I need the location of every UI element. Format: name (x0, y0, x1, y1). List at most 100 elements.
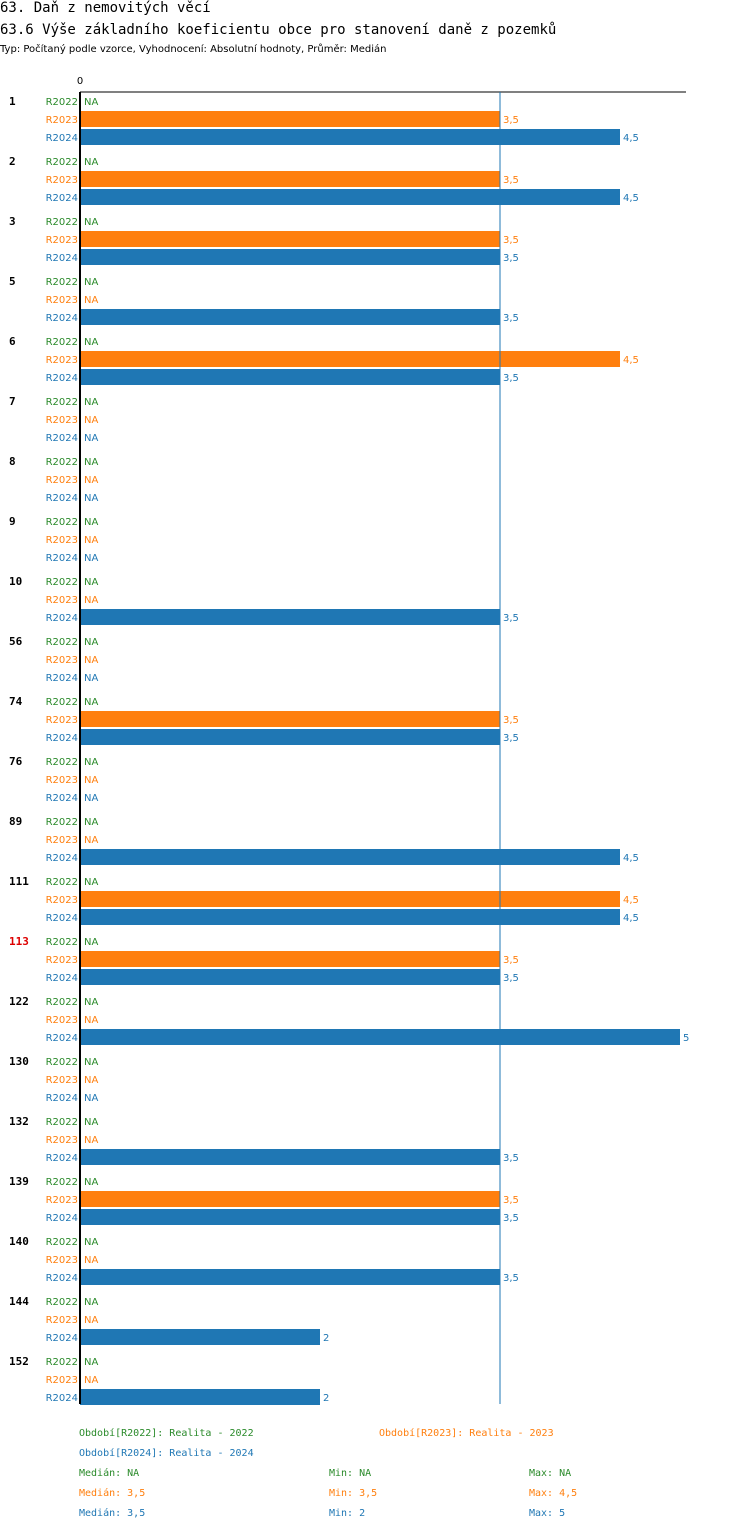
legend-r2024: Období[R2024]: Realita - 2024 (79, 1448, 254, 1459)
series-label: R2024 (46, 373, 78, 384)
series-label: R2023 (46, 1375, 78, 1386)
bar (80, 129, 620, 145)
group-label: 113 (9, 935, 29, 948)
series-label: R2023 (46, 535, 78, 546)
bar (80, 351, 620, 367)
bar (80, 849, 620, 865)
value-label: 3,5 (503, 235, 519, 246)
na-label: NA (84, 793, 98, 804)
na-label: NA (84, 937, 98, 948)
series-label: R2023 (46, 595, 78, 606)
series-label: R2024 (46, 613, 78, 624)
na-label: NA (84, 277, 98, 288)
page-title: 63. Daň z nemovitých věcí (0, 0, 211, 16)
series-label: R2024 (46, 553, 78, 564)
na-label: NA (84, 775, 98, 786)
bar (80, 1191, 500, 1207)
value-label: 3,5 (503, 1273, 519, 1284)
na-label: NA (84, 217, 98, 228)
series-label: R2022 (46, 697, 78, 708)
value-label: 3,5 (503, 253, 519, 264)
bar (80, 969, 500, 985)
na-label: NA (84, 433, 98, 444)
axis-zero-label: 0 (77, 76, 83, 87)
series-label: R2022 (46, 517, 78, 528)
bar (80, 609, 500, 625)
bar (80, 1029, 680, 1045)
series-label: R2023 (46, 235, 78, 246)
series-label: R2023 (46, 475, 78, 486)
group-label: 130 (9, 1055, 29, 1068)
na-label: NA (84, 1237, 98, 1248)
series-label: R2023 (46, 295, 78, 306)
bar (80, 369, 500, 385)
bar (80, 309, 500, 325)
series-label: R2022 (46, 1297, 78, 1308)
bar (80, 231, 500, 247)
na-label: NA (84, 535, 98, 546)
na-label: NA (84, 1075, 98, 1086)
na-label: NA (84, 697, 98, 708)
group-label: 10 (9, 575, 22, 588)
value-label: 3,5 (503, 733, 519, 744)
series-label: R2024 (46, 1333, 78, 1344)
na-label: NA (84, 577, 98, 588)
chart-title: 63.6 Výše základního koeficientu obce pr… (0, 22, 557, 38)
series-label: R2024 (46, 253, 78, 264)
na-label: NA (84, 337, 98, 348)
series-label: R2023 (46, 955, 78, 966)
series-label: R2022 (46, 637, 78, 648)
na-label: NA (84, 1177, 98, 1188)
series-label: R2022 (46, 577, 78, 588)
series-label: R2024 (46, 1213, 78, 1224)
group-label: 56 (9, 635, 23, 648)
na-label: NA (84, 517, 98, 528)
series-label: R2024 (46, 913, 78, 924)
group-label: 152 (9, 1355, 29, 1368)
series-label: R2022 (46, 937, 78, 948)
bar (80, 249, 500, 265)
series-label: R2023 (46, 1255, 78, 1266)
series-label: R2023 (46, 775, 78, 786)
group-label: 140 (9, 1235, 29, 1248)
bar-chart: 0 1 R2022 NA R2023 3,5 R2024 4,5 2 R2022 NA R2023 3,… (9, 76, 689, 1405)
na-label: NA (84, 493, 98, 504)
group-label: 3 (9, 215, 16, 228)
na-label: NA (84, 637, 98, 648)
stat-r2024-max: Max: 5 (529, 1508, 566, 1519)
group-label: 122 (9, 995, 29, 1008)
na-label: NA (84, 817, 98, 828)
stat-r2024-min: Min: 2 (329, 1508, 366, 1519)
series-label: R2024 (46, 1093, 78, 1104)
na-label: NA (84, 1357, 98, 1368)
stat-r2023-min: Min: 3,5 (329, 1488, 378, 1499)
na-label: NA (84, 673, 98, 684)
group-label: 6 (9, 335, 16, 348)
series-label: R2024 (46, 1393, 78, 1404)
series-label: R2024 (46, 133, 78, 144)
series-label: R2023 (46, 1315, 78, 1326)
series-label: R2022 (46, 217, 78, 228)
series-label: R2024 (46, 793, 78, 804)
na-label: NA (84, 1315, 98, 1326)
na-label: NA (84, 997, 98, 1008)
stat-r2023-max: Max: 4,5 (529, 1488, 578, 1499)
bar (80, 1329, 320, 1345)
series-label: R2023 (46, 175, 78, 186)
series-label: R2024 (46, 193, 78, 204)
value-label: 3,5 (503, 373, 519, 384)
na-label: NA (84, 457, 98, 468)
value-label: 3,5 (503, 1153, 519, 1164)
value-label: 4,5 (623, 913, 639, 924)
bar (80, 1269, 500, 1285)
na-label: NA (84, 1375, 98, 1386)
value-label: 3,5 (503, 973, 519, 984)
series-label: R2022 (46, 1237, 78, 1248)
series-label: R2024 (46, 973, 78, 984)
value-label: 5 (683, 1033, 689, 1044)
series-label: R2022 (46, 457, 78, 468)
group-label: 8 (9, 455, 16, 468)
value-label: 3,5 (503, 613, 519, 624)
na-label: NA (84, 97, 98, 108)
na-label: NA (84, 1297, 98, 1308)
